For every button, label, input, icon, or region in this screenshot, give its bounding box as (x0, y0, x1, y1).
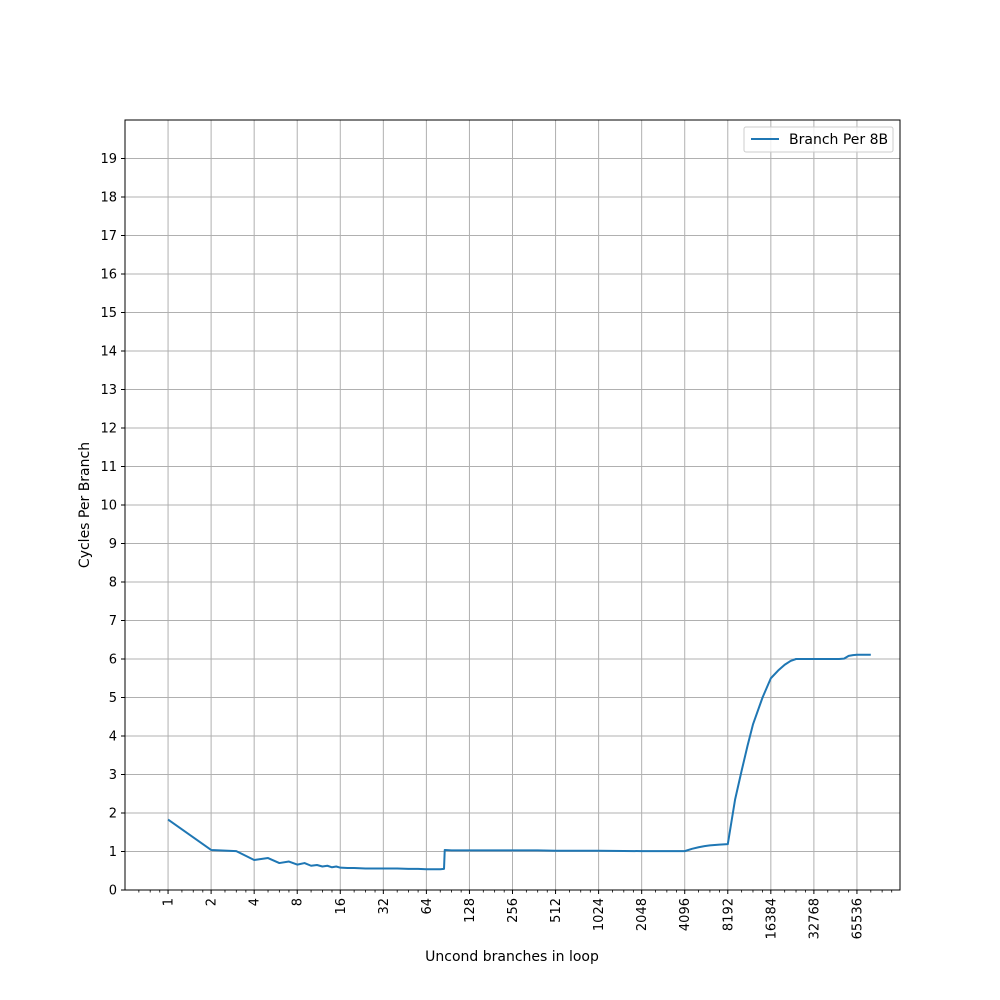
legend: Branch Per 8B (743, 126, 894, 153)
legend-box (743, 126, 894, 153)
y-tick-label: 12 (100, 422, 117, 437)
x-tick-label: 32 (377, 898, 392, 915)
x-tick-label: 1024 (592, 898, 607, 931)
y-tick-label: 2 (109, 807, 117, 822)
x-axis: 1 2 4 8 16 32 64 128 256 512 1024 2048 4096 8192 16384… (138, 890, 893, 939)
x-tick-label: 64 (420, 898, 435, 915)
x-tick-label: 4 (248, 898, 263, 906)
x-tick-label: 32768 (807, 898, 822, 939)
y-tick-label: 10 (100, 499, 117, 514)
y-tick-label: 9 (109, 537, 117, 552)
y-tick-label: 17 (100, 229, 117, 244)
x-tick-label: 65536 (850, 898, 865, 939)
x-tick-label: 2 (205, 898, 220, 906)
y-tick-label: 0 (109, 884, 117, 899)
x-tick-label: 8192 (721, 898, 736, 931)
legend-label: Branch Per 8B (789, 132, 888, 148)
y-tick-label: 19 (100, 152, 117, 167)
x-tick-label: 512 (549, 898, 564, 923)
y-tick-label: 6 (109, 653, 117, 668)
series-line (167, 653, 871, 871)
y-tick-label: 8 (109, 576, 117, 591)
x-tick-label: 4096 (678, 898, 693, 931)
y-tick-label: 18 (100, 191, 117, 206)
y-tick-label: 4 (109, 730, 117, 745)
x-tick-label: 2048 (635, 898, 650, 931)
x-tick-label: 16384 (764, 898, 779, 939)
y-tick-label: 13 (100, 383, 117, 398)
y-tick-label: 15 (100, 306, 117, 321)
y-tick-label: 1 (109, 845, 117, 860)
x-tick-label: 8 (291, 898, 306, 906)
x-tick-label: 128 (463, 898, 478, 923)
y-tick-label: 7 (109, 614, 117, 629)
y-tick-label: 5 (109, 691, 117, 706)
y-tick-label: 16 (100, 268, 117, 283)
grid (125, 120, 900, 891)
y-axis-label: Cycles Per Branch (77, 442, 93, 568)
x-tick-label: 256 (506, 898, 521, 923)
y-tick-label: 3 (109, 768, 117, 783)
series-layer (167, 653, 871, 871)
x-axis-label: Uncond branches in loop (425, 949, 599, 965)
y-tick-label: 14 (100, 345, 117, 360)
x-tick-label: 16 (334, 898, 349, 915)
y-tick-label: 11 (100, 460, 117, 475)
x-tick-label: 1 (162, 898, 177, 906)
